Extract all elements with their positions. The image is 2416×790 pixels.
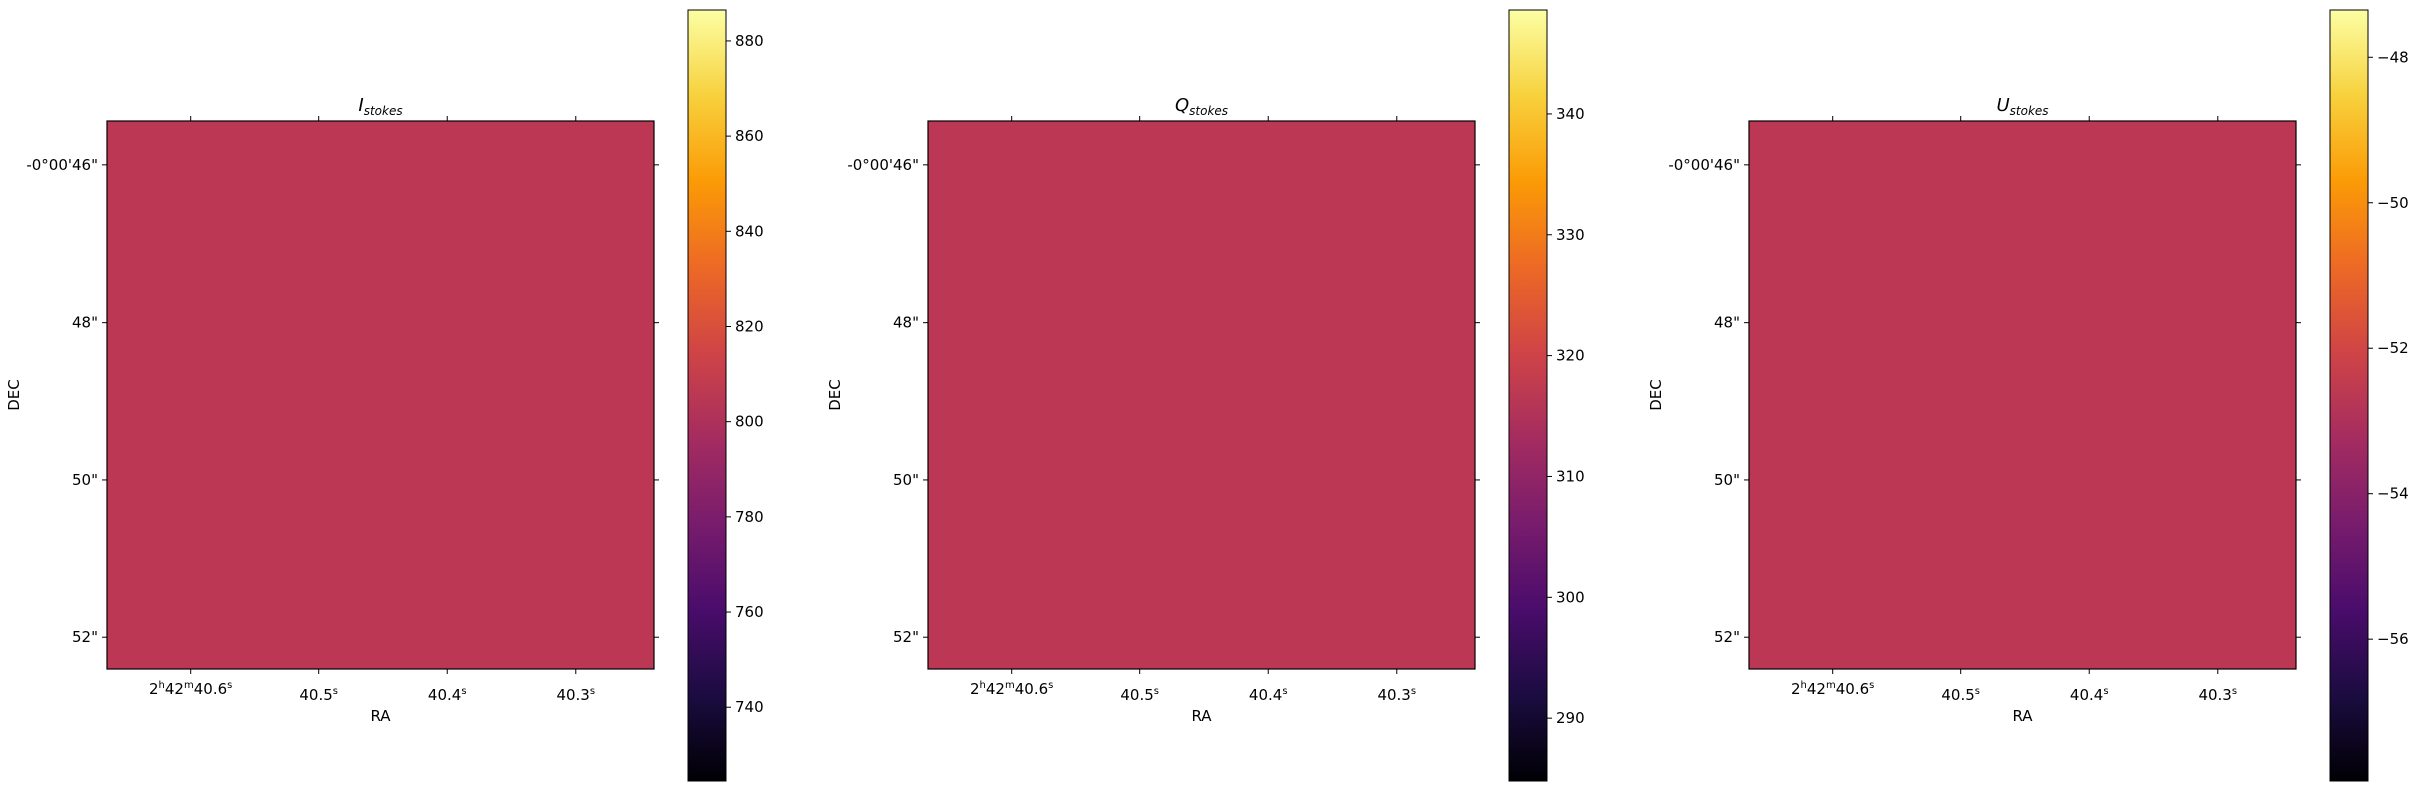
x-tick-label: 40.4s — [1249, 686, 1288, 704]
colorbar: 740 760 780 800 820 840 860 880 — [687, 9, 764, 782]
x-tick-label: 2h42m40.6s — [1791, 680, 1874, 698]
colorbar-tick-label: −52 — [2377, 339, 2409, 357]
colorbar-tick-label: −54 — [2377, 485, 2409, 503]
y-tick-label: 52" — [1714, 628, 1740, 646]
image-field — [928, 121, 1475, 669]
colorbar-gradient — [1508, 9, 1548, 782]
colorbar-tick-label: −48 — [2377, 48, 2409, 66]
y-axis-label: DEC — [826, 379, 844, 411]
panel-2: Qstokes 2h42m40.6s 40.5s 40.4s 40.3s -0°00'46… — [826, 9, 1585, 782]
colorbar-tick-label: 800 — [735, 413, 764, 431]
y-tick-label: -0°00'46" — [26, 156, 98, 174]
panel-title: Ustokes — [1996, 95, 2048, 118]
x-tick-label: 40.3s — [2198, 686, 2237, 704]
colorbar-tick-label: −56 — [2377, 630, 2409, 648]
y-axis-label: DEC — [5, 379, 23, 411]
y-tick-label: 48" — [72, 314, 98, 332]
colorbar-gradient — [687, 9, 727, 782]
y-tick-label: -0°00'46" — [847, 156, 919, 174]
x-tick-label: 2h42m40.6s — [970, 680, 1053, 698]
x-tick-label: 2h42m40.6s — [149, 680, 232, 698]
x-tick-label: 40.3s — [1377, 686, 1416, 704]
panel-3: Ustokes 2h42m40.6s 40.5s 40.4s 40.3s -0°00'46… — [1647, 9, 2409, 782]
x-axis-label: RA — [370, 707, 391, 725]
y-tick-label: 48" — [893, 314, 919, 332]
y-tick-label: 52" — [893, 628, 919, 646]
y-tick-label: 50" — [72, 471, 98, 489]
y-tick-label: 50" — [893, 471, 919, 489]
colorbar-tick-label: 310 — [1556, 467, 1585, 485]
x-tick-label: 40.5s — [299, 686, 338, 704]
panel-1: Istokes 2h42m40.6s 40.5s 40.4s 40.3s -0°00'46… — [5, 9, 764, 782]
x-tick-label: 40.5s — [1120, 686, 1159, 704]
x-axis-label: RA — [2012, 707, 2033, 725]
colorbar-tick-label: −50 — [2377, 194, 2409, 212]
colorbar-tick-label: 840 — [735, 222, 764, 240]
colorbar-tick-label: 300 — [1556, 588, 1585, 606]
colorbar-tick-label: 880 — [735, 32, 764, 50]
colorbar-gradient — [2329, 9, 2369, 782]
colorbar-tick-label: 320 — [1556, 347, 1585, 365]
y-tick-label: 52" — [72, 628, 98, 646]
colorbar-tick-label: 780 — [735, 508, 764, 526]
x-tick-label: 40.4s — [2070, 686, 2109, 704]
colorbar-tick-label: 760 — [735, 603, 764, 621]
image-field — [107, 121, 654, 669]
colorbar-tick-label: 330 — [1556, 226, 1585, 244]
colorbar-tick-label: 820 — [735, 317, 764, 335]
image-field — [1749, 121, 2296, 669]
colorbar-tick-label: 290 — [1556, 709, 1585, 727]
y-tick-label: -0°00'46" — [1668, 156, 1740, 174]
y-axis-label: DEC — [1647, 379, 1665, 411]
colorbar: −56 −54 −52 −50 −48 — [2329, 9, 2409, 782]
axes-frame — [927, 120, 1476, 670]
x-tick-label: 40.3s — [556, 686, 595, 704]
x-tick-label: 40.5s — [1941, 686, 1980, 704]
panel-title: Istokes — [358, 95, 402, 118]
colorbar-tick-label: 740 — [735, 698, 764, 716]
colorbar-tick-label: 860 — [735, 127, 764, 145]
y-tick-label: 48" — [1714, 314, 1740, 332]
panel-title: Qstokes — [1175, 95, 1228, 118]
colorbar-tick-label: 340 — [1556, 105, 1585, 123]
colorbar: 290 300 310 320 330 340 — [1508, 9, 1585, 782]
x-tick-label: 40.4s — [428, 686, 467, 704]
y-tick-label: 50" — [1714, 471, 1740, 489]
x-axis-label: RA — [1191, 707, 1212, 725]
axes-frame — [106, 120, 655, 670]
axes-frame — [1748, 120, 2297, 670]
